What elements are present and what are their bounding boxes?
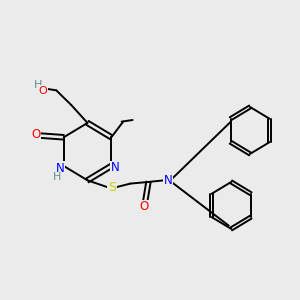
Text: O: O bbox=[139, 200, 148, 213]
Text: H: H bbox=[34, 80, 42, 90]
Text: N: N bbox=[56, 162, 64, 175]
Text: H: H bbox=[52, 172, 61, 182]
Text: O: O bbox=[38, 86, 47, 96]
Text: N: N bbox=[164, 174, 172, 187]
Text: O: O bbox=[31, 128, 40, 142]
Text: N: N bbox=[111, 161, 119, 174]
Text: S: S bbox=[108, 181, 116, 194]
